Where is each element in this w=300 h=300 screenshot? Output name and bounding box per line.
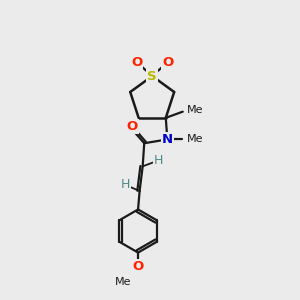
Text: Me: Me: [187, 105, 203, 115]
Text: O: O: [162, 56, 173, 69]
Text: Me: Me: [115, 277, 132, 287]
Text: O: O: [131, 56, 142, 69]
Text: H: H: [153, 154, 163, 167]
Text: Me: Me: [187, 134, 203, 144]
Text: H: H: [121, 178, 130, 191]
Text: O: O: [126, 120, 137, 133]
Text: O: O: [132, 260, 144, 273]
Text: S: S: [147, 70, 157, 83]
Text: N: N: [162, 133, 173, 146]
